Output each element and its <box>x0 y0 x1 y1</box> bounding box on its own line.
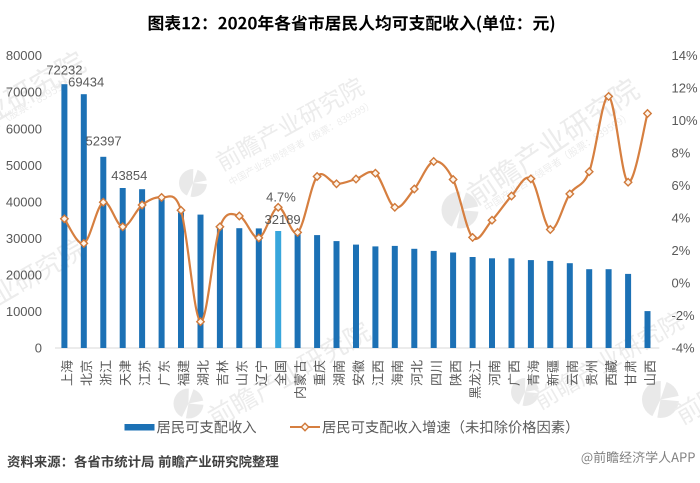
svg-text:0: 0 <box>35 340 42 355</box>
svg-text:32189: 32189 <box>265 212 301 227</box>
svg-text:6%: 6% <box>672 178 691 193</box>
svg-text:52397: 52397 <box>86 134 122 149</box>
svg-text:-2%: -2% <box>672 308 696 323</box>
svg-text:12%: 12% <box>672 81 698 96</box>
svg-text:4.7%: 4.7% <box>266 189 296 204</box>
svg-text:40000: 40000 <box>6 194 42 209</box>
svg-text:2%: 2% <box>672 243 691 258</box>
svg-text:60000: 60000 <box>6 121 42 136</box>
svg-text:70000: 70000 <box>6 85 42 100</box>
svg-text:69434: 69434 <box>68 74 104 89</box>
svg-text:4%: 4% <box>672 211 691 226</box>
svg-text:72232: 72232 <box>46 62 82 77</box>
svg-text:-4%: -4% <box>672 340 696 355</box>
svg-text:10000: 10000 <box>6 304 42 319</box>
svg-text:10%: 10% <box>672 113 698 128</box>
svg-text:14%: 14% <box>672 48 698 63</box>
svg-text:80000: 80000 <box>6 48 42 63</box>
svg-text:30000: 30000 <box>6 231 42 246</box>
svg-text:43854: 43854 <box>111 168 147 183</box>
svg-text:0%: 0% <box>672 275 691 290</box>
svg-text:8%: 8% <box>672 146 691 161</box>
svg-text:20000: 20000 <box>6 267 42 282</box>
svg-text:50000: 50000 <box>6 158 42 173</box>
